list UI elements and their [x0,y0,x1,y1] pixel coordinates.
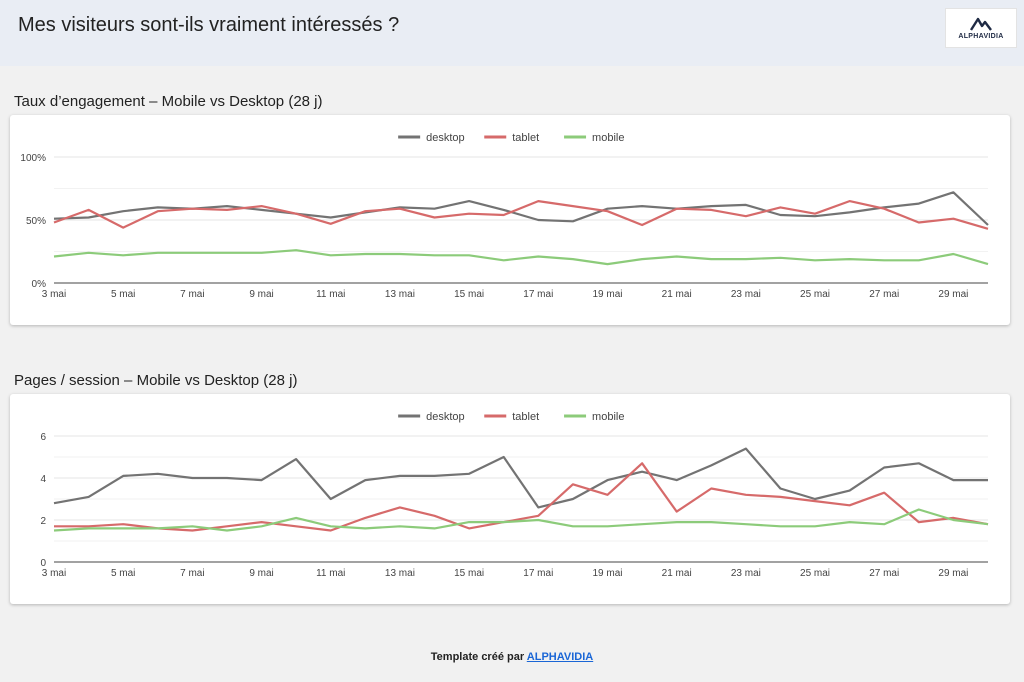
legend-label-tablet: tablet [512,132,539,144]
y-tick-label: 6 [40,432,46,443]
x-tick-label: 15 mai [454,568,484,579]
y-tick-label: 100% [20,153,46,164]
x-tick-label: 11 mai [316,568,345,579]
x-tick-label: 7 mai [180,289,204,300]
x-tick-label: 9 mai [249,568,273,579]
x-tick-label: 13 mai [385,568,415,579]
brand-logo[interactable]: ALPHAVIDIA [945,8,1017,48]
x-tick-label: 3 mai [42,568,66,579]
x-tick-label: 25 mai [800,568,830,579]
series-line-tablet [53,199,989,230]
chart-card-engagement: 0% 50% 100% 3 mai 5 mai 7 mai 9 mai 11 mai 13 ma… [10,115,1010,325]
x-tick-label: 5 mai [111,289,135,300]
legend-label-tablet: tablet [512,411,539,423]
x-tick-label: 21 mai [662,289,692,300]
x-tick-label: 25 mai [800,289,830,300]
x-tick-label: 23 mai [731,289,761,300]
x-tick-label: 23 mai [731,568,761,579]
x-tick-label: 19 mai [592,568,622,579]
page-title: Mes visiteurs sont-ils vraiment intéress… [18,14,400,36]
x-tick-label: 29 mai [938,568,968,579]
chart-title-pages-session: Pages / session – Mobile vs Desktop (28 … [14,372,298,389]
footer: Template créé par ALPHAVIDIA [0,651,1024,663]
series-line-desktop [53,191,989,226]
y-tick-label: 0% [32,279,47,290]
legend-label-desktop: desktop [426,411,465,423]
legend-label-mobile: mobile [592,411,624,423]
x-tick-label: 9 mai [249,289,273,300]
footer-link[interactable]: ALPHAVIDIA [526,651,594,663]
series-line-mobile [53,249,989,266]
logo-text: ALPHAVIDIA [958,32,1004,40]
series-line-mobile [53,508,989,532]
x-tick-label: 3 mai [42,289,66,300]
x-tick-label: 29 mai [938,289,968,300]
y-tick-label: 4 [40,474,46,485]
x-tick-label: 17 mai [523,289,553,300]
x-tick-label: 17 mai [523,568,553,579]
logo-mountain-icon [970,17,992,31]
legend-label-desktop: desktop [426,132,465,144]
series-line-desktop [53,447,988,509]
legend-label-mobile: mobile [592,132,624,144]
x-tick-label: 21 mai [662,568,692,579]
x-tick-label: 13 mai [385,289,415,300]
footer-prefix: Template créé par [430,651,527,663]
x-tick-label: 15 mai [454,289,484,300]
x-tick-label: 27 mai [869,289,899,300]
chart-card-pages-session: 0 2 4 6 3 mai 5 mai 7 mai 9 mai 11 mai 13 mai 15 m… [10,394,1010,604]
x-tick-label: 27 mai [869,568,899,579]
x-tick-label: 7 mai [180,568,204,579]
chart-pages-session: 0 2 4 6 3 mai 5 mai 7 mai 9 mai 11 mai 13 mai 15 m… [40,411,989,579]
page-header: Mes visiteurs sont-ils vraiment intéress… [0,0,1024,66]
y-tick-label: 2 [40,516,46,527]
x-tick-label: 19 mai [592,289,622,300]
x-tick-label: 11 mai [316,289,345,300]
y-tick-label: 0 [40,558,46,569]
y-tick-label: 50% [26,216,46,227]
chart-engagement: 0% 50% 100% 3 mai 5 mai 7 mai 9 mai 11 mai 13 ma… [20,132,989,300]
x-tick-label: 5 mai [111,568,135,579]
chart-title-engagement: Taux d’engagement – Mobile vs Desktop (2… [14,93,323,110]
